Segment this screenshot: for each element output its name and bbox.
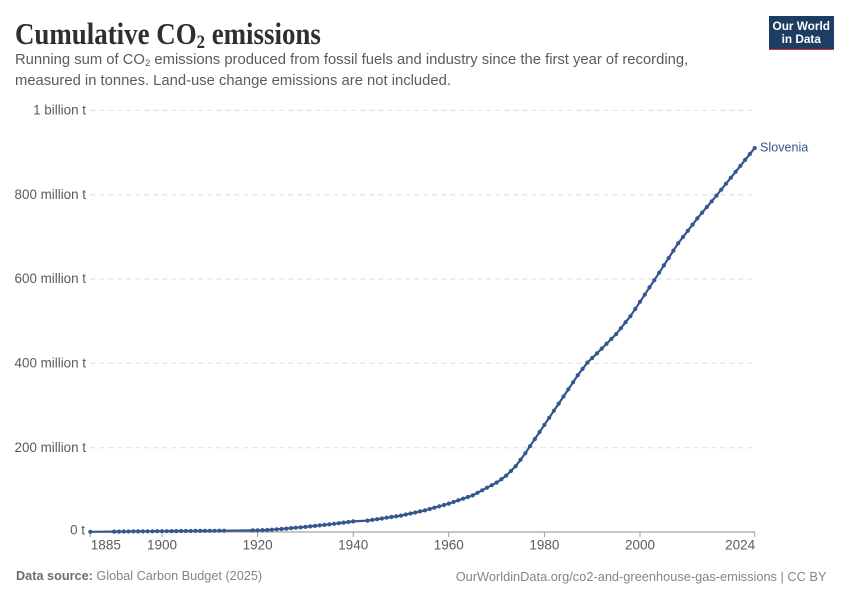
svg-text:1940: 1940 <box>338 538 368 553</box>
svg-text:600 million t: 600 million t <box>15 271 87 286</box>
svg-text:1920: 1920 <box>243 538 273 553</box>
svg-text:800 million t: 800 million t <box>15 187 87 202</box>
svg-text:400 million t: 400 million t <box>15 356 87 371</box>
svg-text:Slovenia: Slovenia <box>760 140 808 154</box>
svg-text:2000: 2000 <box>625 538 655 553</box>
svg-text:0 t: 0 t <box>70 523 85 538</box>
svg-text:1 billion t: 1 billion t <box>33 103 86 118</box>
svg-text:1900: 1900 <box>147 538 177 553</box>
svg-text:200 million t: 200 million t <box>15 440 87 455</box>
svg-text:1960: 1960 <box>434 538 464 553</box>
svg-text:2024: 2024 <box>725 538 756 553</box>
svg-text:1980: 1980 <box>529 538 559 553</box>
svg-text:1885: 1885 <box>91 538 121 553</box>
